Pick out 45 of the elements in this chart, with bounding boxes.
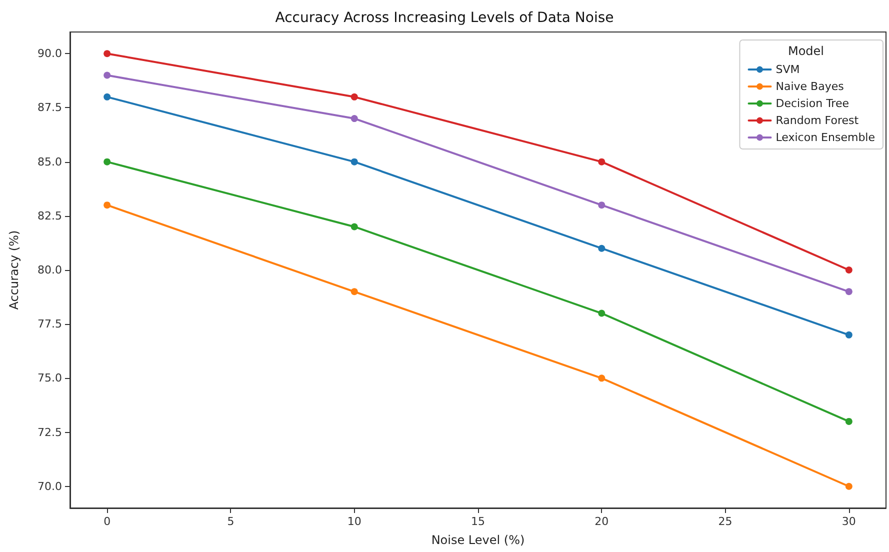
point (598, 374, 606, 382)
point (350, 158, 358, 166)
legend-label: Lexicon Ensemble (776, 131, 876, 144)
point (350, 288, 358, 296)
y-tick-label: 75.0 (38, 372, 62, 385)
legend-label: Decision Tree (776, 97, 850, 110)
point (104, 93, 111, 100)
legend-label: SVM (776, 63, 800, 76)
y-tick-label: 85.0 (38, 155, 62, 168)
y-tick-label: 77.5 (38, 318, 62, 331)
x-tick-label: 0 (104, 515, 111, 528)
legend-title: Model (788, 44, 824, 58)
point (104, 202, 111, 209)
point (350, 223, 358, 230)
legend-label: Random Forest (776, 114, 860, 127)
point (104, 50, 111, 58)
point (598, 244, 606, 252)
y-tick-label: 90.0 (38, 47, 62, 60)
legend-label: Naive Bayes (776, 80, 844, 93)
y-tick-label: 70.0 (38, 480, 62, 493)
x-tick-label: 30 (842, 515, 856, 528)
x-tick-label: 5 (227, 515, 234, 528)
y-tick-label: 87.5 (38, 101, 62, 114)
point (845, 418, 852, 425)
point (104, 158, 111, 166)
y-tick-label: 82.5 (38, 209, 62, 222)
point (350, 93, 358, 100)
point (598, 158, 606, 166)
point (845, 288, 852, 296)
chart-title: Accuracy Across Increasing Levels of Data Noise (275, 10, 614, 26)
x-tick-label: 20 (594, 515, 609, 528)
point (845, 482, 852, 490)
point (845, 331, 852, 338)
y-tick-label: 72.5 (38, 426, 62, 439)
point (104, 72, 111, 79)
y-tick-label: 80.0 (38, 264, 62, 276)
point (598, 310, 606, 317)
y-axis-title: Accuracy (%) (7, 230, 21, 310)
point (598, 202, 606, 209)
x-tick-label: 15 (471, 515, 485, 528)
x-tick-label: 10 (347, 515, 362, 528)
x-tick-label: 25 (718, 515, 732, 528)
point (350, 115, 358, 122)
point (845, 266, 852, 274)
x-axis-title: Noise Level (%) (431, 533, 525, 547)
